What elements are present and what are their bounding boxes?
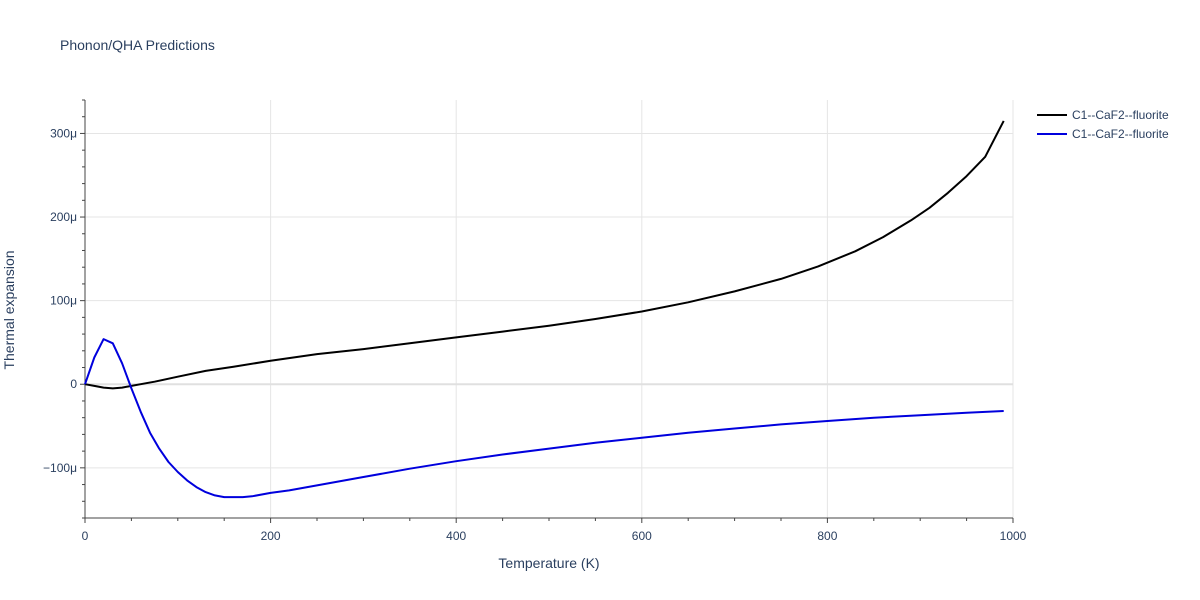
y-tick-label: 100μ (50, 294, 77, 308)
y-axis-title: Thermal expansion (1, 250, 17, 369)
legend-item[interactable]: C1--CaF2--fluorite (1037, 127, 1169, 141)
y-tick-label: 300μ (50, 126, 77, 140)
series (84, 120, 1005, 499)
series-line-2[interactable] (84, 338, 1004, 499)
x-tick-label: 600 (632, 529, 652, 543)
legend-label: C1--CaF2--fluorite (1072, 127, 1169, 141)
y-tick-label: −100μ (43, 461, 77, 475)
x-tick-label: 1000 (1000, 529, 1027, 543)
x-tick-label: 400 (446, 529, 466, 543)
x-tick-label: 200 (261, 529, 281, 543)
y-tick-label: 0 (70, 377, 77, 391)
x-tick-label: 0 (82, 529, 89, 543)
series-line-1[interactable] (84, 120, 1005, 390)
y-tick-label: 200μ (50, 210, 77, 224)
grid (85, 100, 1014, 518)
chart-title: Phonon/QHA Predictions (60, 37, 215, 53)
x-axis-title: Temperature (K) (498, 555, 599, 571)
x-tick-label: 800 (817, 529, 837, 543)
legend-label: C1--CaF2--fluorite (1072, 108, 1169, 122)
legend-item[interactable]: C1--CaF2--fluorite (1037, 108, 1169, 122)
legend[interactable]: C1--CaF2--fluorite C1--CaF2--fluorite (1037, 108, 1169, 141)
axes: 0 200 400 600 800 1000 −100μ 0 100μ 200μ 300μ (43, 99, 1027, 543)
